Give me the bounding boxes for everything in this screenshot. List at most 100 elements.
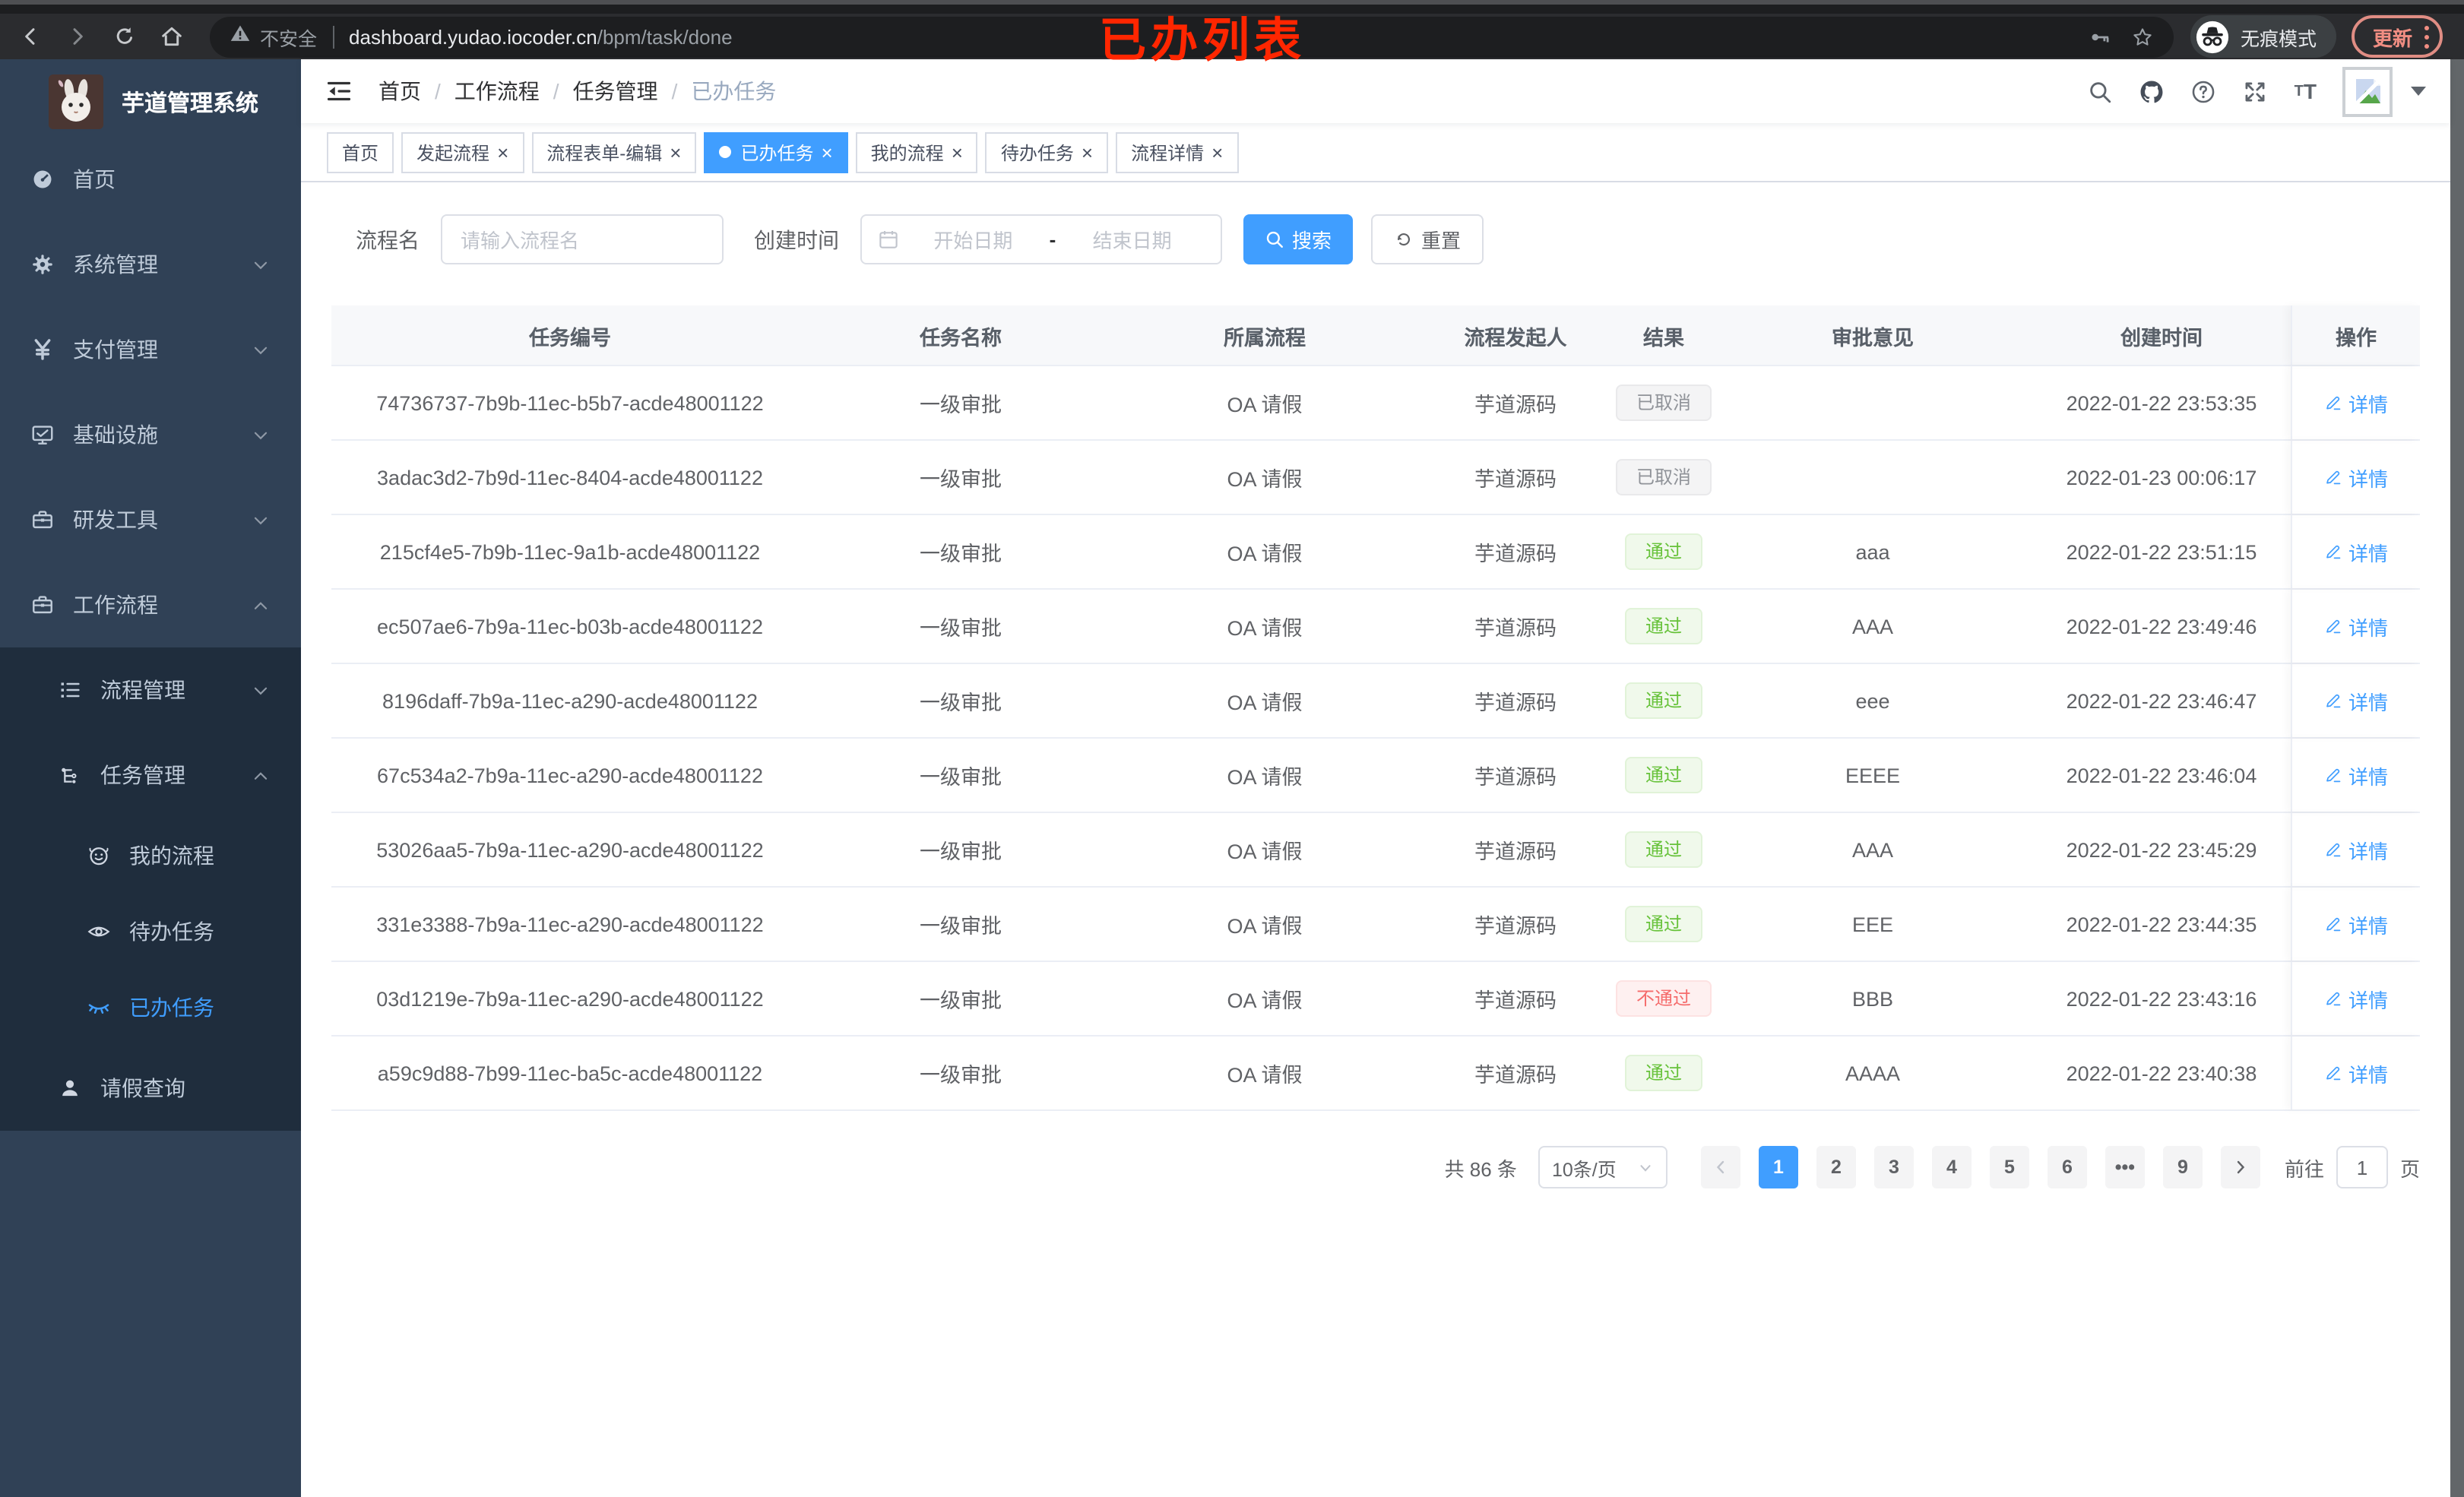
- breadcrumb-item[interactable]: 工作流程: [454, 79, 540, 103]
- close-icon[interactable]: ×: [951, 141, 963, 163]
- cell-starter: 芋道源码: [1474, 617, 1557, 640]
- page-button-2[interactable]: 2: [1816, 1146, 1856, 1188]
- cell-starter: 芋道源码: [1474, 468, 1557, 491]
- sidebar-item-todo-tasks[interactable]: 待办任务: [0, 894, 301, 970]
- detail-link[interactable]: 详情: [2324, 984, 2388, 1013]
- avatar-caret-icon[interactable]: [2411, 87, 2426, 96]
- cell-starter: 芋道源码: [1474, 692, 1557, 714]
- cell-created: 2022-01-23 00:06:17: [2066, 466, 2257, 489]
- breadcrumb-item[interactable]: 首页: [378, 79, 421, 103]
- browser-home-button[interactable]: [154, 18, 190, 55]
- column-header: 任务编号: [529, 326, 611, 349]
- sidebar-item-system[interactable]: 系统管理: [0, 222, 301, 307]
- cell-created: 2022-01-22 23:43:16: [2066, 987, 2257, 1010]
- password-key-icon[interactable]: [2089, 25, 2111, 48]
- help-icon[interactable]: [2191, 78, 2217, 104]
- detail-link[interactable]: 详情: [2324, 1059, 2388, 1087]
- sidebar-item-devtools[interactable]: 研发工具: [0, 477, 301, 562]
- prev-page-button[interactable]: [1700, 1146, 1740, 1188]
- cell-process: OA 请假: [1227, 989, 1303, 1012]
- page-size-select[interactable]: 10条/页: [1538, 1146, 1667, 1188]
- sidebar-item-infrastructure[interactable]: 基础设施: [0, 392, 301, 477]
- close-icon[interactable]: ×: [497, 141, 509, 163]
- column-header: 流程发起人: [1464, 326, 1567, 349]
- detail-link[interactable]: 详情: [2324, 463, 2388, 492]
- sidebar-item-my-process[interactable]: 我的流程: [0, 818, 301, 894]
- close-icon[interactable]: ×: [821, 141, 833, 163]
- page-ellipsis[interactable]: •••: [2105, 1146, 2145, 1188]
- browser-update-button[interactable]: 更新: [2351, 15, 2443, 58]
- browser-reload-button[interactable]: [106, 18, 143, 55]
- detail-link[interactable]: 详情: [2324, 686, 2388, 715]
- toolbox-icon: [30, 593, 55, 617]
- bookmark-star-icon[interactable]: [2131, 25, 2154, 48]
- page-button-3[interactable]: 3: [1873, 1146, 1914, 1188]
- tab-home[interactable]: 首页: [327, 131, 394, 172]
- github-icon[interactable]: [2139, 78, 2165, 104]
- sidebar-item-process-mgmt[interactable]: 流程管理: [0, 647, 301, 733]
- sidebar-item-leave-query[interactable]: 请假查询: [0, 1046, 301, 1131]
- cell-result: 通过: [1614, 590, 1713, 663]
- sidebar-item-done-tasks[interactable]: 已办任务: [0, 970, 301, 1046]
- search-icon[interactable]: [2088, 78, 2114, 104]
- window-scrollbar[interactable]: [2450, 59, 2464, 1497]
- goto-page-input[interactable]: 1: [2336, 1146, 2388, 1188]
- security-label[interactable]: 不安全: [260, 28, 318, 49]
- detail-link[interactable]: 详情: [2324, 612, 2388, 641]
- browser-back-button[interactable]: [12, 18, 49, 55]
- page-button-6[interactable]: 6: [2047, 1146, 2087, 1188]
- cell-action: 详情: [2291, 888, 2420, 961]
- sidebar-item-home[interactable]: 首页: [0, 137, 301, 222]
- eye-icon: [87, 919, 111, 944]
- address-bar[interactable]: 不安全 dashboard.yudao.iocoder.cn/bpm/task/…: [210, 16, 2174, 57]
- close-icon[interactable]: ×: [670, 141, 682, 163]
- detail-link[interactable]: 详情: [2324, 910, 2388, 938]
- sidebar-item-task-mgmt[interactable]: 任务管理: [0, 733, 301, 818]
- cell-process: OA 请假: [1227, 840, 1303, 863]
- tab-my-process[interactable]: 我的流程 ×: [855, 131, 978, 172]
- tab-todo-tasks[interactable]: 待办任务 ×: [985, 131, 1109, 172]
- breadcrumb-item[interactable]: 任务管理: [572, 79, 658, 103]
- cell-action: 详情: [2291, 1037, 2420, 1109]
- tab-start-process[interactable]: 发起流程 ×: [401, 131, 524, 172]
- page-button-9[interactable]: 9: [2162, 1146, 2203, 1188]
- sidebar-item-payment[interactable]: 支付管理: [0, 307, 301, 392]
- detail-link[interactable]: 详情: [2324, 761, 2388, 790]
- start-date-placeholder[interactable]: 开始日期: [933, 229, 1013, 252]
- page-button-4[interactable]: 4: [1931, 1146, 1972, 1188]
- window-edge: [0, 0, 2464, 5]
- cell-starter: 芋道源码: [1474, 1064, 1557, 1087]
- detail-link[interactable]: 详情: [2324, 537, 2388, 566]
- red-annotation-text: 已办列表: [1099, 14, 1306, 67]
- tab-process-detail[interactable]: 流程详情 ×: [1116, 131, 1239, 172]
- cell-task-id: 8196daff-7b9a-11ec-a290-acde48001122: [382, 689, 758, 712]
- browser-menu-icon[interactable]: [2424, 23, 2429, 50]
- calendar-icon: [877, 228, 900, 251]
- sidebar-fold-icon[interactable]: [325, 78, 353, 105]
- search-button[interactable]: 搜索: [1243, 214, 1354, 264]
- status-badge: 通过: [1625, 756, 1702, 794]
- tab-form-edit[interactable]: 流程表单-编辑 ×: [531, 131, 697, 172]
- cell-opinion: BBB: [1851, 987, 1893, 1010]
- process-name-input[interactable]: 请输入流程名: [441, 214, 724, 264]
- status-badge: 不通过: [1616, 980, 1711, 1018]
- url-text[interactable]: dashboard.yudao.iocoder.cn/bpm/task/done: [349, 25, 733, 48]
- close-icon[interactable]: ×: [1211, 141, 1224, 163]
- page-button-1[interactable]: 1: [1758, 1146, 1798, 1188]
- avatar[interactable]: [2342, 66, 2393, 116]
- detail-link[interactable]: 详情: [2324, 388, 2388, 417]
- sidebar-item-workflow[interactable]: 工作流程: [0, 562, 301, 647]
- browser-forward-button[interactable]: [59, 18, 96, 55]
- close-icon[interactable]: ×: [1081, 141, 1094, 163]
- end-date-placeholder[interactable]: 结束日期: [1092, 229, 1172, 252]
- fullscreen-icon[interactable]: [2243, 78, 2269, 104]
- page-button-5[interactable]: 5: [1989, 1146, 2029, 1188]
- monitor-icon: [30, 423, 55, 447]
- date-range-input[interactable]: 开始日期 - 结束日期: [860, 214, 1222, 264]
- next-page-button[interactable]: [2220, 1146, 2260, 1188]
- tab-done-tasks[interactable]: 已办任务 ×: [704, 131, 848, 172]
- detail-link[interactable]: 详情: [2324, 835, 2388, 864]
- reset-button[interactable]: 重置: [1371, 214, 1484, 264]
